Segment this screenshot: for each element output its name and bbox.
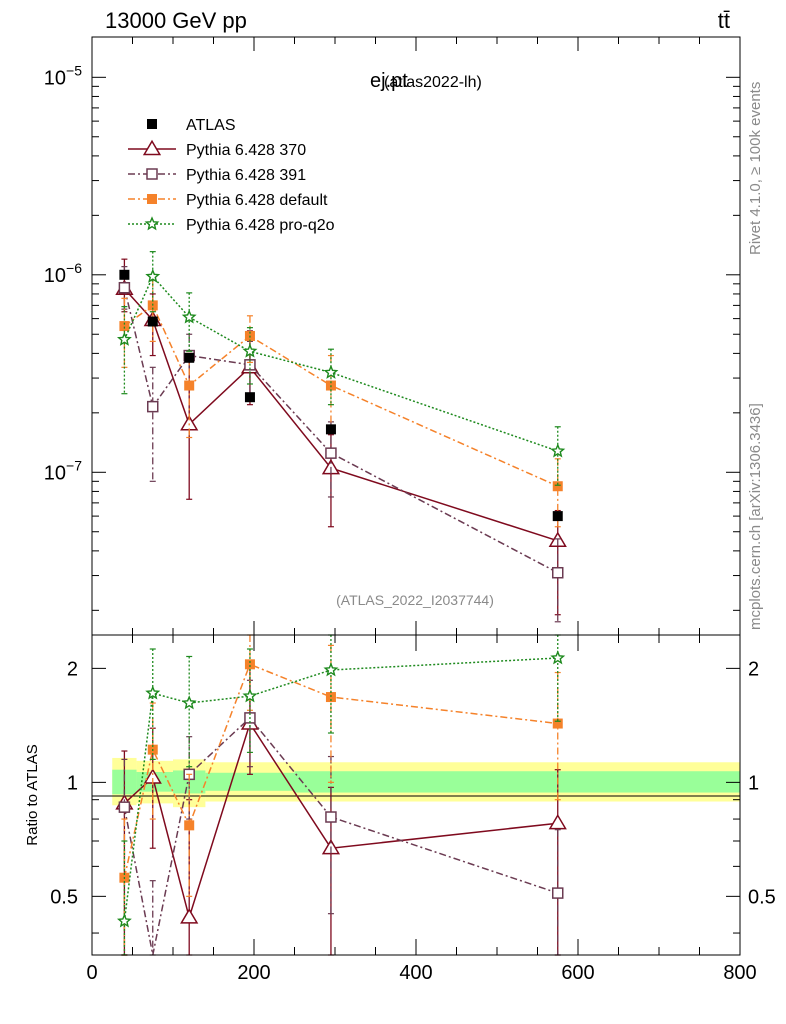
- ratio-series-line: [123, 663, 558, 878]
- marker-filled-square: [147, 119, 157, 129]
- chart-title: ej.pt: [370, 70, 408, 92]
- legend: ATLAS Pythia 6.428 370 Pythia 6.428 391 Pyt…: [128, 117, 335, 234]
- main-series-line: [123, 288, 559, 542]
- main-series-line: [123, 287, 559, 574]
- legend-label: Pythia 6.428 391: [186, 167, 306, 184]
- main-series-3: [116, 251, 566, 486]
- marker-open-star: [145, 268, 161, 283]
- marker-open-square: [118, 801, 131, 813]
- marker-open-star: [116, 331, 132, 346]
- ratio-xtick-label: 0: [86, 962, 97, 984]
- marker-filled-square: [119, 321, 130, 332]
- legend-entry: Pythia 6.428 pro-q2o: [128, 216, 335, 234]
- ratio-ticks: 0.5 0.5 1 1 2 2 0 200 400 600 800: [50, 635, 776, 984]
- chart-subtitle: (atlas2022-lh): [384, 74, 482, 91]
- marker-open-star: [181, 695, 197, 710]
- marker-filled-square: [147, 194, 157, 204]
- legend-label: ATLAS: [186, 117, 236, 134]
- legend-entry: Pythia 6.428 391: [128, 167, 306, 184]
- marker-open-square: [325, 811, 337, 823]
- ratio-xtick-label: 800: [723, 962, 756, 984]
- legend-label: Pythia 6.428 pro-q2o: [186, 217, 335, 234]
- ratio-xtick-label: 600: [561, 962, 594, 984]
- mcplots-label: mcplots.cern.ch [arXiv:1306.3436]: [747, 403, 764, 630]
- marker-filled-square: [244, 659, 255, 670]
- marker-filled-square: [119, 269, 130, 280]
- ratio-series-line: [123, 657, 558, 922]
- ratio-ytick-label-right: 2: [748, 658, 759, 680]
- main-ytick-label: 10−5: [44, 62, 82, 89]
- analysis-watermark: (ATLAS_2022_I2037744): [336, 592, 494, 608]
- marker-open-star: [116, 913, 132, 928]
- marker-filled-square: [184, 352, 195, 363]
- marker-open-star: [550, 443, 566, 458]
- ratio-series-line: [123, 716, 559, 956]
- marker-filled-square: [325, 424, 336, 435]
- main-ytick-label: 10−6: [44, 260, 82, 287]
- main-series-atlas: [119, 269, 563, 522]
- marker-filled-square: [244, 392, 255, 403]
- legend-entry: ATLAS: [147, 117, 236, 134]
- main-series-0: [115, 258, 567, 616]
- marker-open-star: [145, 685, 161, 700]
- marker-open-square: [118, 281, 131, 294]
- ratio-panel: 0.5 0.5 1 1 2 2 0 200 400 600 800 Ratio to ATLAS: [24, 634, 776, 984]
- legend-entry: Pythia 6.428 370: [128, 139, 306, 159]
- main-ytick-label: 10−7: [44, 457, 82, 484]
- marker-filled-square: [552, 718, 563, 729]
- legend-label: Pythia 6.428 default: [186, 192, 328, 209]
- ratio-ytick-label-left: 2: [67, 658, 78, 680]
- marker-open-star: [323, 364, 339, 379]
- main-series: [115, 251, 567, 623]
- marker-open-star: [242, 343, 258, 358]
- ratio-xtick-label: 200: [237, 962, 270, 984]
- ratio-ytick-label-right: 0.5: [748, 886, 776, 908]
- marker-open-square: [325, 447, 337, 459]
- ratio-ytick-label-left: 1: [67, 772, 78, 794]
- ratio-bands: [112, 757, 740, 808]
- ratio-series-3: [116, 634, 566, 956]
- marker-filled-square: [184, 380, 195, 391]
- marker-filled-square: [147, 316, 158, 327]
- legend-entry: Pythia 6.428 default: [128, 192, 328, 209]
- ratio-band-inner: [294, 771, 376, 793]
- marker-open-star: [242, 688, 258, 703]
- marker-open-square: [146, 168, 158, 180]
- legend-label: Pythia 6.428 370: [186, 142, 306, 159]
- marker-open-square: [552, 887, 564, 899]
- ratio-series: [115, 634, 567, 956]
- marker-open-triangle: [142, 139, 162, 156]
- marker-filled-square: [552, 481, 563, 492]
- marker-filled-square: [184, 820, 195, 831]
- ratio-ytick-label-right: 1: [748, 772, 759, 794]
- marker-open-star: [144, 216, 160, 231]
- ratio-ytick-label-left: 0.5: [50, 886, 78, 908]
- main-ticks: 10−7 10−6 10−5: [44, 37, 741, 635]
- marker-open-square: [147, 400, 159, 413]
- marker-filled-square: [325, 692, 336, 703]
- marker-open-star: [550, 650, 566, 665]
- header-process-label: tt̄: [718, 8, 730, 33]
- marker-open-square: [552, 566, 564, 579]
- main-series-line: [123, 275, 559, 452]
- ratio-xtick-label: 400: [399, 962, 432, 984]
- marker-open-star: [181, 309, 197, 324]
- rivet-version-label: Rivet 4.1.0, ≥ 100k events: [747, 82, 764, 255]
- marker-open-triangle: [548, 813, 567, 830]
- header-collision-label: 13000 GeV pp: [105, 8, 247, 33]
- main-panel: 10−7 10−6 10−5 ej.pt (atlas2022-lh) (ATLAS…: [44, 36, 741, 636]
- ratio-series-0: [115, 659, 567, 956]
- ratio-ylabel: Ratio to ATLAS: [24, 744, 41, 845]
- ratio-band-inner: [205, 772, 295, 791]
- marker-open-star: [323, 662, 339, 677]
- marker-open-triangle: [180, 908, 199, 924]
- marker-filled-square: [552, 511, 563, 522]
